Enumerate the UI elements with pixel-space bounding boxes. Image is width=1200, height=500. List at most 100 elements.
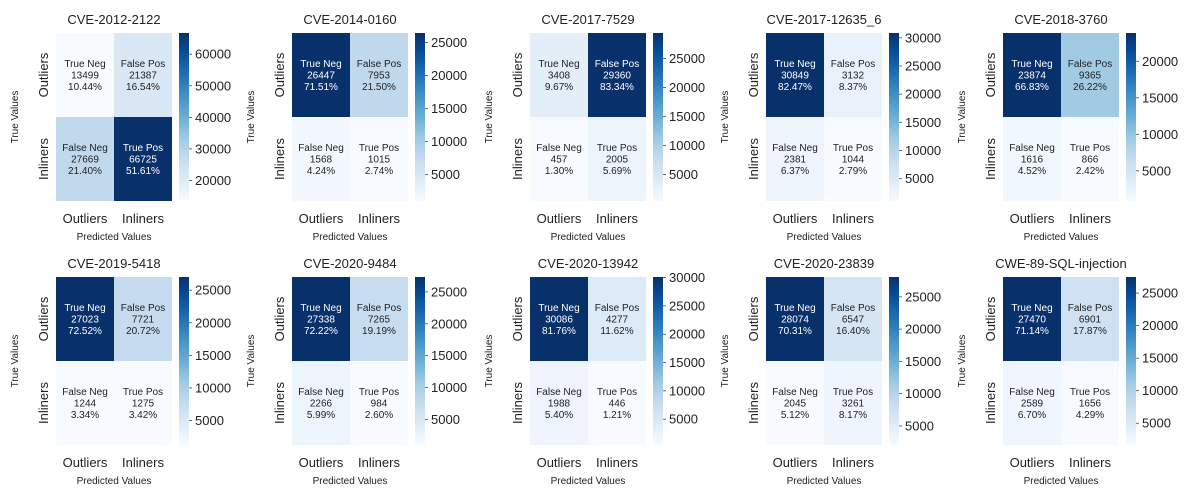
cell-annotation: True Neg [538, 59, 579, 70]
cell-annotation: 19.19% [362, 326, 396, 337]
x-axis-label: Predicted Values [77, 232, 152, 243]
cell-annotation: 66.83% [1015, 82, 1049, 93]
panel-title: CVE-2020-9484 [303, 256, 396, 271]
y-tick-label: Inliners [746, 382, 761, 424]
y-axis-label: True Values [484, 91, 495, 144]
cell-annotation: 4.29% [1076, 410, 1104, 421]
cell-annotation: 3261 [842, 399, 865, 410]
cell-annotation: 70.31% [778, 326, 812, 337]
heatmap-cell [114, 277, 172, 361]
cell-annotation: False Pos [1068, 59, 1112, 70]
cell-annotation: 27023 [71, 315, 99, 326]
cell-annotation: True Pos [123, 143, 163, 154]
cell-annotation: True Pos [359, 387, 399, 398]
y-axis-label: True Values [720, 335, 731, 388]
x-tick-label: Outliers [773, 455, 818, 470]
y-tick-label: Inliners [36, 382, 51, 424]
y-axis-label: True Values [720, 91, 731, 144]
colorbar-tick-label: 15000 [669, 109, 705, 124]
heatmap-cell [588, 277, 646, 361]
cell-annotation: 51.61% [126, 166, 160, 177]
colorbar-tick-label: 25000 [431, 284, 467, 299]
x-axis-label: Predicted Values [551, 232, 626, 243]
cell-annotation: 1616 [1021, 155, 1044, 166]
cell-annotation: 1.30% [545, 166, 573, 177]
colorbar [889, 277, 899, 445]
heatmap-cell [1061, 361, 1119, 445]
cell-annotation: 5.69% [603, 166, 631, 177]
cell-annotation: 21.50% [362, 82, 396, 93]
cell-annotation: True Neg [1011, 303, 1052, 314]
colorbar-tick-label: 10000 [669, 138, 705, 153]
y-tick-label: Outliers [36, 52, 51, 97]
cell-annotation: 8.17% [839, 410, 867, 421]
cell-annotation: 66725 [129, 155, 157, 166]
cell-annotation: 28074 [781, 315, 809, 326]
heatmap-cell [766, 277, 824, 361]
cell-annotation: 81.76% [542, 326, 576, 337]
heatmap-cell [1061, 33, 1119, 117]
heatmap-cell [114, 33, 172, 117]
cell-annotation: True Pos [359, 143, 399, 154]
colorbar-tick-label: 50000 [195, 78, 231, 93]
y-tick-label: Outliers [36, 296, 51, 341]
cell-annotation: 30086 [545, 315, 573, 326]
panel-title: CVE-2018-3760 [1014, 12, 1107, 27]
heatmap-cell [530, 33, 588, 117]
heatmap-cell [1003, 33, 1061, 117]
heatmap-cell [766, 33, 824, 117]
heatmap-cell [350, 33, 408, 117]
x-axis-label: Predicted Values [787, 476, 862, 487]
panel-title: CVE-2019-5418 [67, 256, 160, 271]
cell-annotation: 2589 [1021, 399, 1044, 410]
cell-annotation: False Pos [595, 59, 639, 70]
panel-title: CVE-2020-23839 [774, 256, 874, 271]
colorbar-tick-label: 25000 [669, 51, 705, 66]
cell-annotation: 17.87% [1073, 326, 1107, 337]
heatmap-cell [1003, 277, 1061, 361]
cell-annotation: False Pos [357, 303, 401, 314]
colorbar [889, 33, 899, 201]
colorbar-tick-label: 20000 [905, 322, 941, 337]
colorbar-tick-label: 15000 [905, 354, 941, 369]
cell-annotation: 27470 [1018, 315, 1046, 326]
y-axis-label: True Values [957, 335, 968, 388]
cell-annotation: False Neg [62, 143, 108, 154]
heatmap-cell [56, 33, 114, 117]
x-axis-label: Predicted Values [1024, 476, 1099, 487]
cell-annotation: True Neg [538, 303, 579, 314]
y-axis-label: True Values [484, 335, 495, 388]
cell-annotation: 4277 [606, 315, 629, 326]
cell-annotation: 984 [371, 399, 388, 410]
y-tick-label: Outliers [510, 296, 525, 341]
cell-annotation: 2.60% [365, 410, 393, 421]
cell-annotation: 1568 [310, 155, 333, 166]
cell-annotation: 72.52% [68, 326, 102, 337]
cell-annotation: False Neg [298, 387, 344, 398]
cell-annotation: True Pos [597, 143, 637, 154]
y-tick-label: Inliners [510, 138, 525, 180]
x-tick-label: Inliners [596, 211, 638, 226]
cell-annotation: 3.42% [129, 410, 157, 421]
cell-annotation: 7721 [132, 315, 155, 326]
cell-annotation: 13499 [71, 71, 99, 82]
cell-annotation: True Neg [300, 59, 341, 70]
colorbar-tick-label: 10000 [431, 380, 467, 395]
cell-annotation: False Neg [536, 387, 582, 398]
cell-annotation: False Pos [595, 303, 639, 314]
heatmap-cell [1061, 117, 1119, 201]
cell-annotation: 6.37% [781, 166, 809, 177]
colorbar-tick-label: 20000 [431, 316, 467, 331]
panel-title: CVE-2020-13942 [538, 256, 638, 271]
cell-annotation: True Neg [64, 59, 105, 70]
cell-annotation: 1.21% [603, 410, 631, 421]
x-tick-label: Outliers [299, 455, 344, 470]
cell-annotation: 1656 [1079, 399, 1102, 410]
colorbar-tick-label: 5000 [905, 171, 934, 186]
x-tick-label: Inliners [832, 455, 874, 470]
